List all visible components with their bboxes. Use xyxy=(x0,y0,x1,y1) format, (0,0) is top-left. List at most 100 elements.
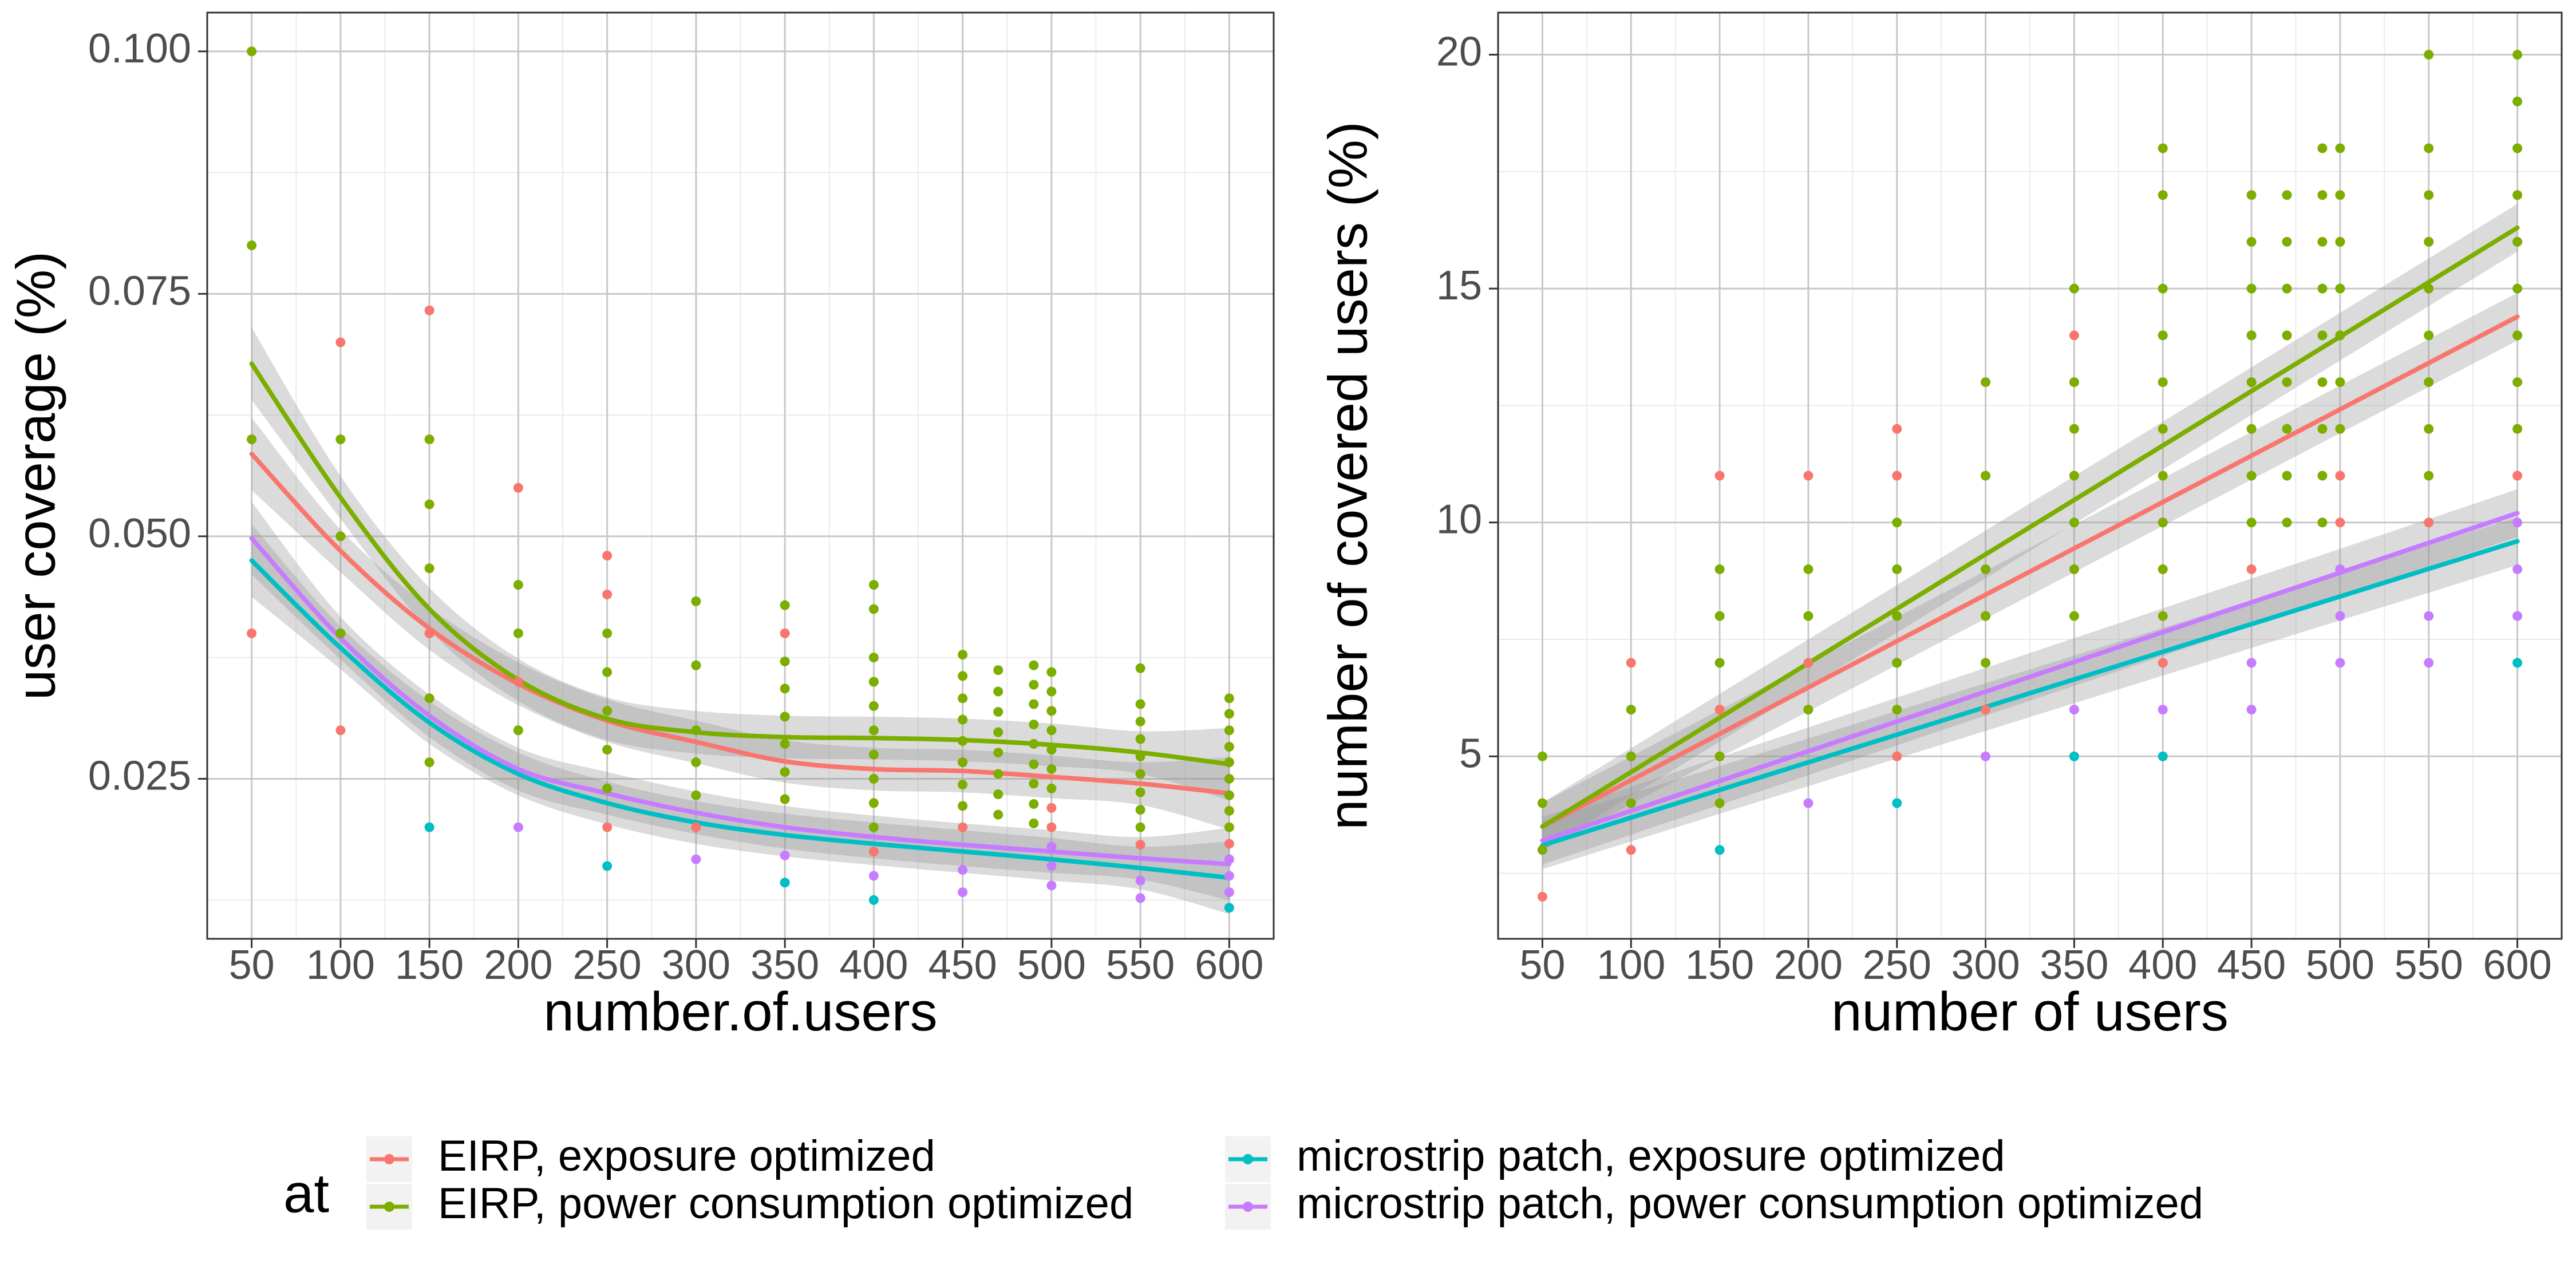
data-point-series-1 xyxy=(1892,751,1902,761)
data-point-series-2 xyxy=(2424,424,2434,434)
x-tick-label: 350 xyxy=(750,942,819,988)
data-point-series-2 xyxy=(2335,143,2345,153)
data-point-series-2 xyxy=(1626,798,1636,808)
data-point-series-2 xyxy=(2317,471,2328,481)
legend-label: EIRP, exposure optimized xyxy=(438,1132,935,1180)
data-point-series-1 xyxy=(335,337,346,347)
data-point-series-2 xyxy=(2246,236,2257,247)
data-point-series-2 xyxy=(958,801,968,811)
data-point-series-2 xyxy=(2512,190,2523,200)
data-point-series-1 xyxy=(2158,658,2168,668)
data-point-series-2 xyxy=(2069,517,2079,528)
data-point-series-2 xyxy=(2512,236,2523,247)
x-tick-label: 250 xyxy=(573,942,642,988)
data-point-series-2 xyxy=(958,736,968,746)
data-point-series-2 xyxy=(2317,236,2328,247)
data-point-series-2 xyxy=(868,677,879,687)
data-point-series-1 xyxy=(1803,471,1814,481)
data-point-series-1 xyxy=(1714,705,1725,715)
data-point-series-2 xyxy=(2424,190,2434,200)
data-point-series-2 xyxy=(1046,686,1057,697)
data-point-series-2 xyxy=(2282,517,2292,528)
legend-label: microstrip patch, power consumption opti… xyxy=(1297,1179,2203,1228)
fit-line-series-3 xyxy=(249,558,1232,880)
data-point-series-2 xyxy=(691,725,701,736)
data-point-series-2 xyxy=(993,707,1003,717)
x-tick-label: 500 xyxy=(2306,942,2374,988)
legend-key-point xyxy=(1243,1154,1253,1164)
data-point-series-2 xyxy=(958,714,968,725)
x-tick-label: 300 xyxy=(662,942,730,988)
data-point-series-1 xyxy=(1892,424,1902,434)
fit-line-series-1 xyxy=(1540,314,2520,829)
data-point-series-1 xyxy=(513,483,523,493)
data-point-series-4 xyxy=(2512,564,2523,574)
data-point-series-2 xyxy=(2246,190,2257,200)
data-point-series-2 xyxy=(2335,424,2345,434)
fit-line-series-4 xyxy=(249,536,1232,867)
data-point-series-2 xyxy=(868,725,879,736)
data-point-series-2 xyxy=(2335,377,2345,388)
data-point-series-2 xyxy=(1224,773,1234,784)
data-point-series-2 xyxy=(247,240,257,251)
data-point-series-4 xyxy=(2424,611,2434,621)
data-point-series-2 xyxy=(2424,143,2434,153)
x-tick-label: 500 xyxy=(1017,942,1086,988)
data-point-series-2 xyxy=(1714,611,1725,621)
data-point-series-3 xyxy=(2512,658,2523,668)
data-point-series-4 xyxy=(2512,517,2523,528)
y-tick-label: 15 xyxy=(1436,263,1482,309)
data-point-series-2 xyxy=(2424,330,2434,341)
x-tick-label: 150 xyxy=(395,942,464,988)
fit-line-series-2 xyxy=(1540,225,2520,829)
data-point-series-2 xyxy=(2158,564,2168,574)
data-point-series-1 xyxy=(1537,891,1547,902)
data-point-series-2 xyxy=(993,748,1003,758)
data-point-series-2 xyxy=(1135,716,1145,726)
data-point-series-2 xyxy=(2424,377,2434,388)
x-axis-title: number.of.users xyxy=(543,981,937,1042)
y-tick-label: 0.075 xyxy=(88,268,191,314)
data-point-series-2 xyxy=(335,434,346,444)
y-tick-label: 20 xyxy=(1436,29,1482,75)
data-point-series-1 xyxy=(691,822,701,832)
data-point-series-2 xyxy=(1029,679,1039,690)
data-point-series-1 xyxy=(424,305,434,315)
data-point-series-2 xyxy=(1981,471,1991,481)
data-point-series-2 xyxy=(2317,377,2328,388)
data-point-series-2 xyxy=(780,712,790,722)
x-tick-label: 250 xyxy=(1863,942,1931,988)
data-point-series-2 xyxy=(1029,660,1039,670)
data-point-series-1 xyxy=(513,677,523,687)
data-point-series-1 xyxy=(2069,330,2079,341)
data-point-series-1 xyxy=(780,628,790,638)
data-point-series-1 xyxy=(1224,839,1234,849)
data-point-series-4 xyxy=(1135,875,1145,886)
data-point-series-1 xyxy=(1981,705,1991,715)
data-point-series-2 xyxy=(2424,471,2434,481)
data-point-series-2 xyxy=(513,580,523,590)
data-point-series-2 xyxy=(2335,190,2345,200)
data-point-series-2 xyxy=(2069,611,2079,621)
data-point-series-2 xyxy=(2158,283,2168,294)
data-point-series-2 xyxy=(513,725,523,736)
data-point-series-1 xyxy=(1626,658,1636,668)
data-point-series-3 xyxy=(2158,751,2168,761)
data-point-series-2 xyxy=(1981,658,1991,668)
data-point-series-1 xyxy=(2335,471,2345,481)
data-point-series-2 xyxy=(2512,283,2523,294)
right-panel: 50 100 150 200 250 300 350 400 450 500 550 600 5 10 15… xyxy=(1317,11,2563,1042)
data-point-series-4 xyxy=(1224,854,1234,864)
data-point-series-1 xyxy=(335,725,346,736)
data-point-series-4 xyxy=(780,850,790,860)
data-point-series-2 xyxy=(1224,757,1234,768)
data-point-series-2 xyxy=(1135,822,1145,832)
y-tick-label: 0.050 xyxy=(88,511,191,556)
data-point-series-3 xyxy=(2069,751,2079,761)
x-tick-label: 100 xyxy=(306,942,375,988)
data-point-series-2 xyxy=(247,46,257,57)
data-point-series-2 xyxy=(993,727,1003,737)
data-point-series-2 xyxy=(868,653,879,663)
data-point-series-2 xyxy=(1029,759,1039,769)
